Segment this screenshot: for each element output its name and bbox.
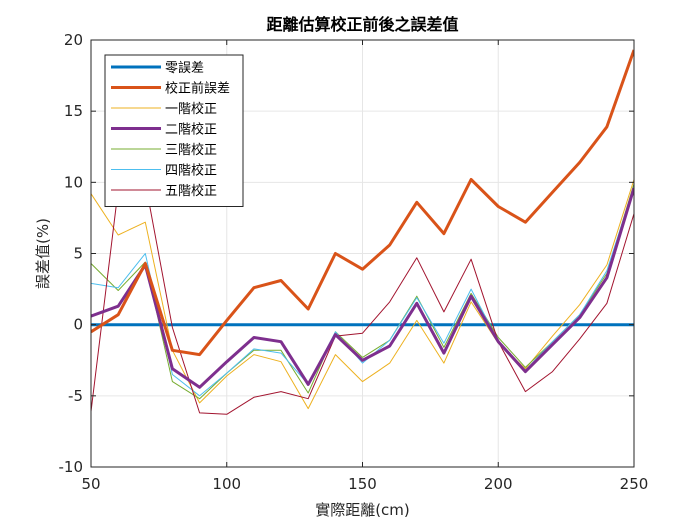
x-tick-label: 100	[212, 475, 241, 493]
legend-box	[104, 54, 244, 207]
series-line	[91, 186, 634, 397]
y-tick-label: -10	[59, 458, 84, 476]
series-line	[91, 49, 634, 357]
legend-label: 一階校正	[165, 101, 217, 117]
y-tick-label: 0	[73, 316, 83, 334]
y-tick-label: 10	[64, 173, 83, 191]
series-line	[91, 183, 634, 400]
y-axis-label: 誤差值(%)	[34, 218, 52, 289]
x-tick-label: 250	[620, 475, 649, 493]
legend-label: 三階校正	[165, 142, 217, 158]
series-line	[91, 179, 634, 410]
y-tick-label: 5	[73, 245, 83, 263]
x-tick-label: 150	[348, 475, 377, 493]
x-tick-label: 200	[484, 475, 513, 493]
legend-label: 零誤差	[165, 60, 204, 76]
series-line	[91, 181, 634, 415]
y-tick-label: 15	[64, 102, 83, 120]
y-tick-label: -5	[68, 387, 83, 405]
legend-label: 五階校正	[165, 183, 217, 199]
legend-label: 二階校正	[165, 122, 217, 138]
series-group	[91, 49, 634, 415]
ticks: 50 100 150 200 250 -10 -5 0 5 10 15 20	[59, 31, 649, 493]
legend-label: 四階校正	[165, 163, 217, 179]
x-axis-label: 實際距離(cm)	[315, 501, 410, 519]
legend-label: 校正前誤差	[165, 81, 230, 97]
chart-title: 距離估算校正前後之誤差值	[266, 15, 458, 34]
x-tick-label: 50	[81, 475, 100, 493]
series-line	[91, 187, 634, 389]
y-tick-label: 20	[64, 31, 83, 49]
